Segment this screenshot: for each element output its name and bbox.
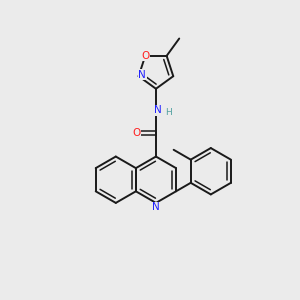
- Text: O: O: [132, 128, 140, 138]
- Text: N: N: [154, 105, 162, 115]
- Text: H: H: [165, 108, 172, 117]
- Text: N: N: [138, 70, 146, 80]
- Text: O: O: [141, 51, 149, 61]
- Text: N: N: [152, 202, 160, 212]
